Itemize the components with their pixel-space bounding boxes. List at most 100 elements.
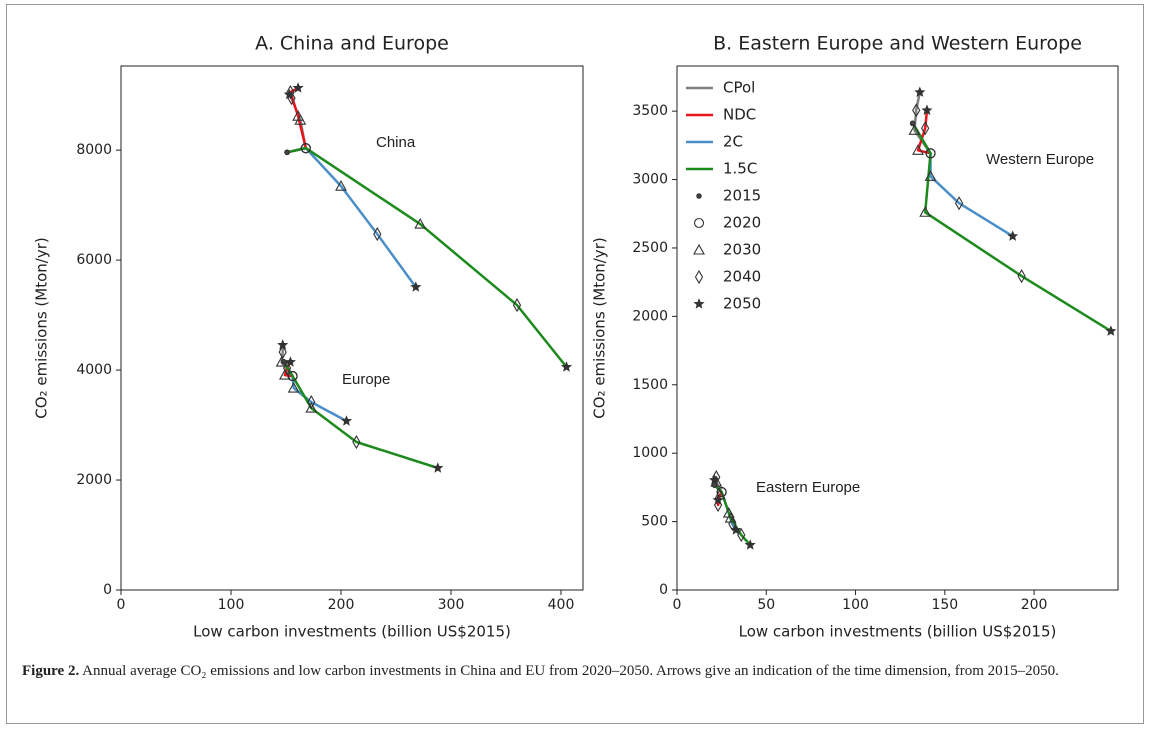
marker-circle — [287, 371, 298, 382]
x-axis-label: Low carbon investments (billion US$2015) — [739, 623, 1057, 641]
legend-label: 2020 — [723, 214, 761, 232]
marker-star — [410, 281, 422, 292]
y-tick-label: 0 — [659, 582, 668, 598]
marker-triangle — [908, 124, 921, 135]
chart-title: A. China and Europe — [255, 33, 449, 55]
marker-triangle — [414, 217, 427, 229]
marker-circle — [925, 148, 936, 159]
marker-triangle — [912, 144, 924, 155]
x-tick-label: 200 — [1021, 597, 1048, 613]
marker-diamond — [282, 360, 292, 376]
legend-label: 2015 — [723, 187, 761, 205]
marker-diamond — [352, 434, 361, 450]
x-axis-label: Low carbon investments (billion US$2015) — [193, 623, 511, 641]
marker-diamond — [512, 297, 522, 313]
marker-triangle — [335, 180, 347, 191]
legend-label: 2050 — [723, 295, 761, 313]
x-tick-label: 100 — [218, 597, 245, 613]
legend-label: NDC — [723, 106, 756, 124]
region-label: Eastern Europe — [756, 479, 860, 496]
marker-star — [730, 524, 742, 535]
y-tick-label: 1000 — [632, 445, 668, 461]
marker-diamond — [737, 527, 746, 543]
x-tick-label: 0 — [673, 597, 682, 613]
marker-star — [1007, 230, 1019, 241]
x-tick-label: 400 — [548, 597, 575, 613]
x-tick-label: 200 — [328, 597, 355, 613]
marker-star — [284, 356, 296, 367]
marker-diamond — [954, 196, 964, 211]
plot-area — [676, 65, 1119, 591]
marker-triangle — [292, 110, 305, 121]
marker-triangle — [287, 381, 300, 393]
series-line — [713, 484, 752, 546]
marker-star — [921, 104, 933, 116]
marker-diamond — [278, 344, 287, 360]
marker-triangle — [924, 170, 937, 181]
marker-diamond — [694, 269, 704, 285]
marker-star — [914, 86, 926, 97]
y-axis-label: CO₂ emissions (Mton/yr) — [591, 237, 609, 418]
marker-star — [744, 539, 756, 550]
caption-text: Annual average CO₂ emissions and low car… — [82, 663, 1059, 679]
marker-triangle — [693, 243, 705, 255]
marker-point — [284, 149, 290, 156]
y-tick-label: 500 — [641, 514, 668, 530]
marker-point — [711, 482, 718, 488]
marker-star — [432, 462, 444, 473]
x-tick-label: 50 — [757, 597, 775, 613]
marker-point — [909, 120, 916, 127]
marker-diamond — [921, 121, 930, 136]
marker-diamond — [286, 85, 295, 100]
plot-area — [120, 65, 584, 591]
marker-circle — [716, 486, 727, 498]
marker-star — [340, 415, 353, 426]
marker-star — [292, 82, 304, 93]
y-tick-label: 4000 — [76, 362, 112, 378]
marker-point — [281, 359, 287, 365]
y-tick-label: 2000 — [632, 308, 668, 324]
y-tick-label: 2000 — [76, 472, 112, 488]
x-tick-label: 0 — [117, 597, 126, 613]
legend-label: 2040 — [723, 268, 761, 286]
caption-label: Figure 2. — [22, 663, 80, 679]
x-tick-label: 100 — [842, 597, 869, 613]
series-line — [286, 146, 568, 368]
marker-point — [696, 193, 702, 199]
region-label: Europe — [342, 371, 390, 388]
marker-star — [560, 361, 573, 372]
y-tick-label: 8000 — [76, 142, 112, 158]
y-tick-label: 3500 — [632, 103, 668, 119]
figure-frame — [6, 4, 1144, 724]
y-tick-label: 6000 — [76, 252, 112, 268]
marker-star — [1105, 325, 1117, 336]
y-tick-label: 3000 — [632, 172, 668, 188]
marker-triangle — [305, 401, 318, 413]
marker-circle — [693, 217, 705, 229]
marker-diamond — [373, 226, 382, 242]
caption: Figure 2. Annual average CO₂ emissions a… — [22, 660, 1122, 682]
marker-star — [693, 298, 705, 309]
marker-diamond — [307, 394, 316, 410]
marker-circle — [300, 143, 311, 154]
marker-star — [712, 494, 724, 505]
y-tick-label: 2500 — [632, 240, 668, 256]
y-tick-label: 0 — [103, 582, 112, 598]
y-tick-label: 1500 — [632, 377, 668, 393]
marker-triangle — [724, 511, 737, 523]
marker-triangle — [919, 206, 932, 217]
series-line — [911, 122, 1112, 333]
region-label: Western Europe — [986, 151, 1094, 168]
legend-label: 2030 — [723, 241, 761, 259]
x-tick-label: 300 — [438, 597, 465, 613]
region-label: China — [376, 134, 416, 151]
x-tick-label: 150 — [931, 597, 958, 613]
legend-label: 1.5C — [723, 160, 757, 178]
legend-label: CPol — [723, 79, 755, 97]
marker-diamond — [912, 103, 921, 118]
legend-label: 2C — [723, 133, 743, 151]
y-axis-label: CO₂ emissions (Mton/yr) — [33, 237, 51, 418]
chart-title: B. Eastern Europe and Western Europe — [713, 33, 1082, 55]
